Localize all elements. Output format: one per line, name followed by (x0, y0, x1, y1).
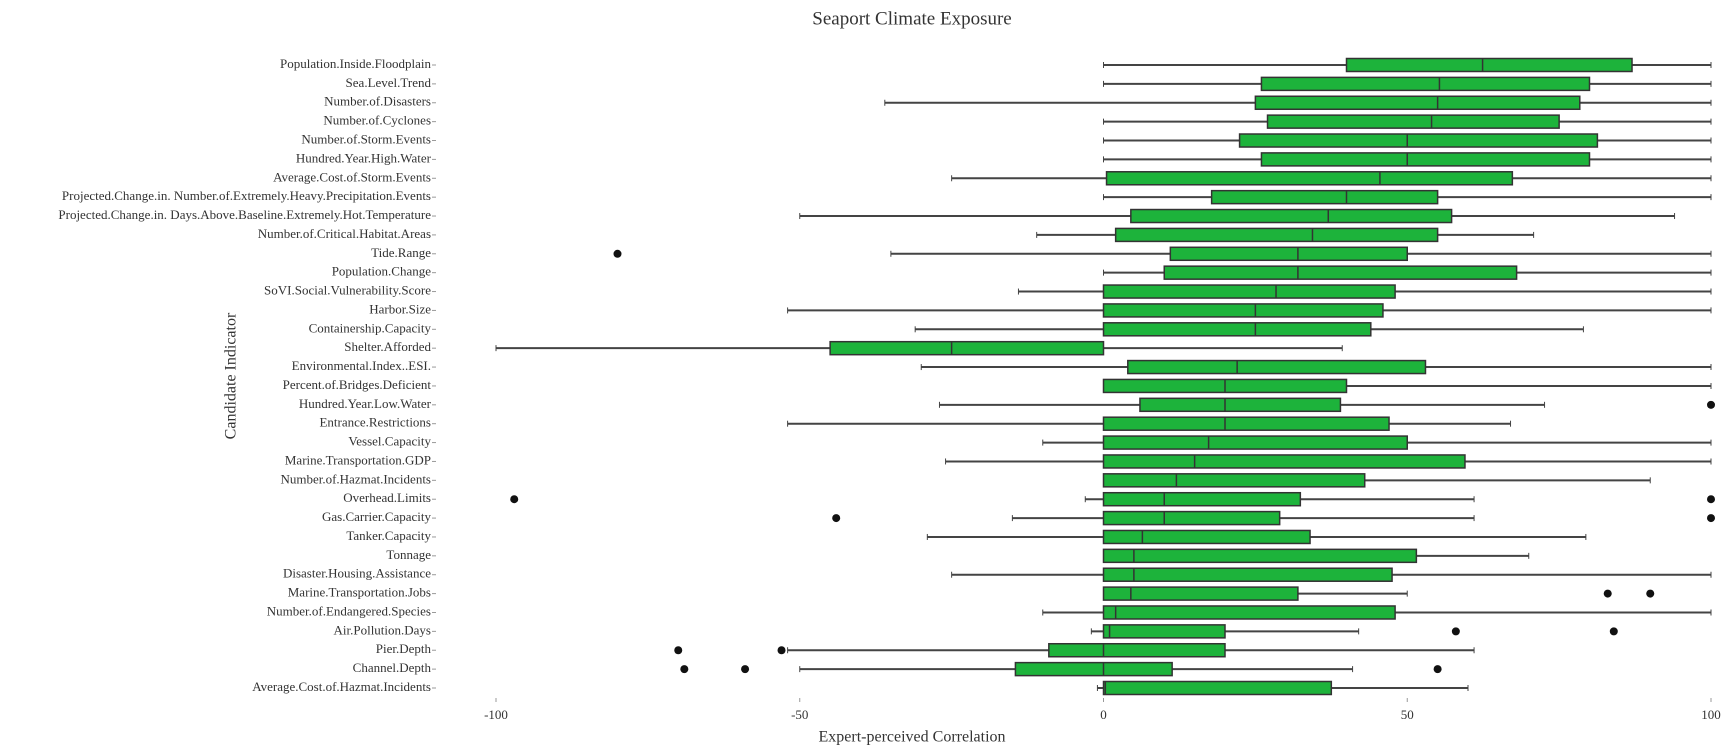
outlier (1451, 627, 1460, 636)
box (1266, 114, 1560, 129)
box (1102, 529, 1311, 545)
x-tick-label: 0 (1100, 707, 1107, 722)
outlier (613, 249, 622, 258)
box (1102, 491, 1302, 507)
box (1210, 189, 1439, 205)
outlier (1603, 589, 1612, 598)
outlier (1707, 495, 1715, 504)
box (1139, 397, 1342, 413)
box (1260, 152, 1591, 167)
y-tick-label: Hundred.Year.Low.Water (299, 396, 432, 411)
y-tick-label: Vessel.Capacity (348, 434, 431, 449)
y-tick-label: Tide.Range (371, 245, 431, 260)
outlier (674, 646, 683, 655)
box (1102, 284, 1396, 299)
box (829, 340, 1105, 356)
outlier (1433, 665, 1442, 674)
y-tick-label: Tonnage (386, 547, 431, 562)
outlier (680, 665, 689, 674)
y-tick-label: Gas.Carrier.Capacity (322, 509, 432, 524)
box (1345, 57, 1633, 73)
box (1238, 133, 1599, 148)
box (1102, 680, 1333, 696)
y-tick-label: Number.of.Endangered.Species (267, 603, 431, 618)
y-tick-label: Number.of.Hazmat.Incidents (280, 471, 431, 486)
y-tick-label: Projected.Change.in. Number.of.Extremely… (62, 188, 431, 203)
box (1014, 661, 1173, 677)
y-tick-label: Shelter.Afforded (344, 339, 431, 354)
x-tick-label: -50 (791, 707, 808, 722)
y-tick-label: Average.Cost.of.Hazmat.Incidents (252, 679, 431, 694)
box (1102, 435, 1408, 450)
y-tick-label: Projected.Change.in. Days.Above.Baseline… (58, 207, 431, 222)
x-axis-title: Expert-perceived Correlation (818, 729, 1005, 746)
y-tick-label: Average.Cost.of.Storm.Events (273, 169, 431, 184)
outlier (1707, 400, 1715, 409)
outlier (1609, 627, 1618, 636)
box (1130, 208, 1453, 224)
y-tick-label: Entrance.Restrictions (319, 415, 431, 430)
y-tick-label: Hundred.Year.High.Water (296, 150, 432, 165)
y-tick-label: SoVI.Social.Vulnerability.Score (264, 283, 431, 298)
box (1102, 416, 1390, 431)
box (1102, 548, 1418, 564)
y-tick-label: Number.of.Critical.Habitat.Areas (258, 226, 431, 241)
y-tick-label: Population.Inside.Floodplain (280, 56, 431, 71)
chart-title: Seaport Climate Exposure (812, 8, 1011, 29)
y-tick-label: Marine.Transportation.Jobs (288, 585, 431, 600)
y-tick-label: Air.Pollution.Days (333, 622, 431, 637)
outlier (832, 514, 841, 523)
box (1102, 303, 1384, 318)
box (1114, 227, 1439, 243)
box (1163, 265, 1518, 280)
box (1260, 76, 1591, 92)
y-tick-label: Overhead.Limits (343, 490, 431, 505)
y-tick-label: Harbor.Size (369, 301, 431, 316)
box (1048, 642, 1226, 658)
outlier (510, 495, 519, 504)
y-tick-label: Percent.of.Bridges.Deficient (283, 377, 432, 392)
box (1102, 586, 1299, 601)
box (1169, 246, 1408, 262)
y-tick-label: Environmental.Index..ESI. (292, 358, 431, 373)
outlier (1707, 514, 1715, 523)
box (1254, 95, 1581, 111)
y-tick-label: Number.of.Disasters (324, 94, 431, 109)
box (1102, 473, 1366, 488)
box (1102, 605, 1396, 620)
y-tick-label: Sea.Level.Trend (346, 75, 432, 90)
x-tick-label: -100 (484, 707, 508, 722)
x-tick-label: 100 (1701, 707, 1721, 722)
box (1102, 624, 1226, 639)
y-tick-label: Disaster.Housing.Assistance (283, 566, 431, 581)
box (1102, 510, 1281, 526)
y-tick-label: Channel.Depth (353, 660, 432, 675)
outlier (1646, 589, 1655, 598)
box (1102, 567, 1393, 582)
box (1127, 359, 1427, 375)
y-tick-label: Tanker.Capacity (346, 528, 431, 543)
y-tick-label: Marine.Transportation.GDP (285, 452, 431, 467)
y-tick-label: Containership.Capacity (309, 320, 432, 335)
x-tick-label: 50 (1401, 707, 1414, 722)
outlier (777, 646, 786, 655)
y-tick-label: Population.Change (332, 264, 432, 279)
y-tick-label: Pier.Depth (376, 641, 432, 656)
box (1102, 454, 1466, 469)
y-tick-label: Number.of.Cyclones (323, 113, 431, 128)
y-tick-label: Number.of.Storm.Events (301, 131, 431, 146)
y-axis-title: Candidate Indicator (223, 312, 240, 439)
outlier (741, 665, 750, 674)
box (1105, 171, 1514, 186)
box (1102, 322, 1372, 337)
